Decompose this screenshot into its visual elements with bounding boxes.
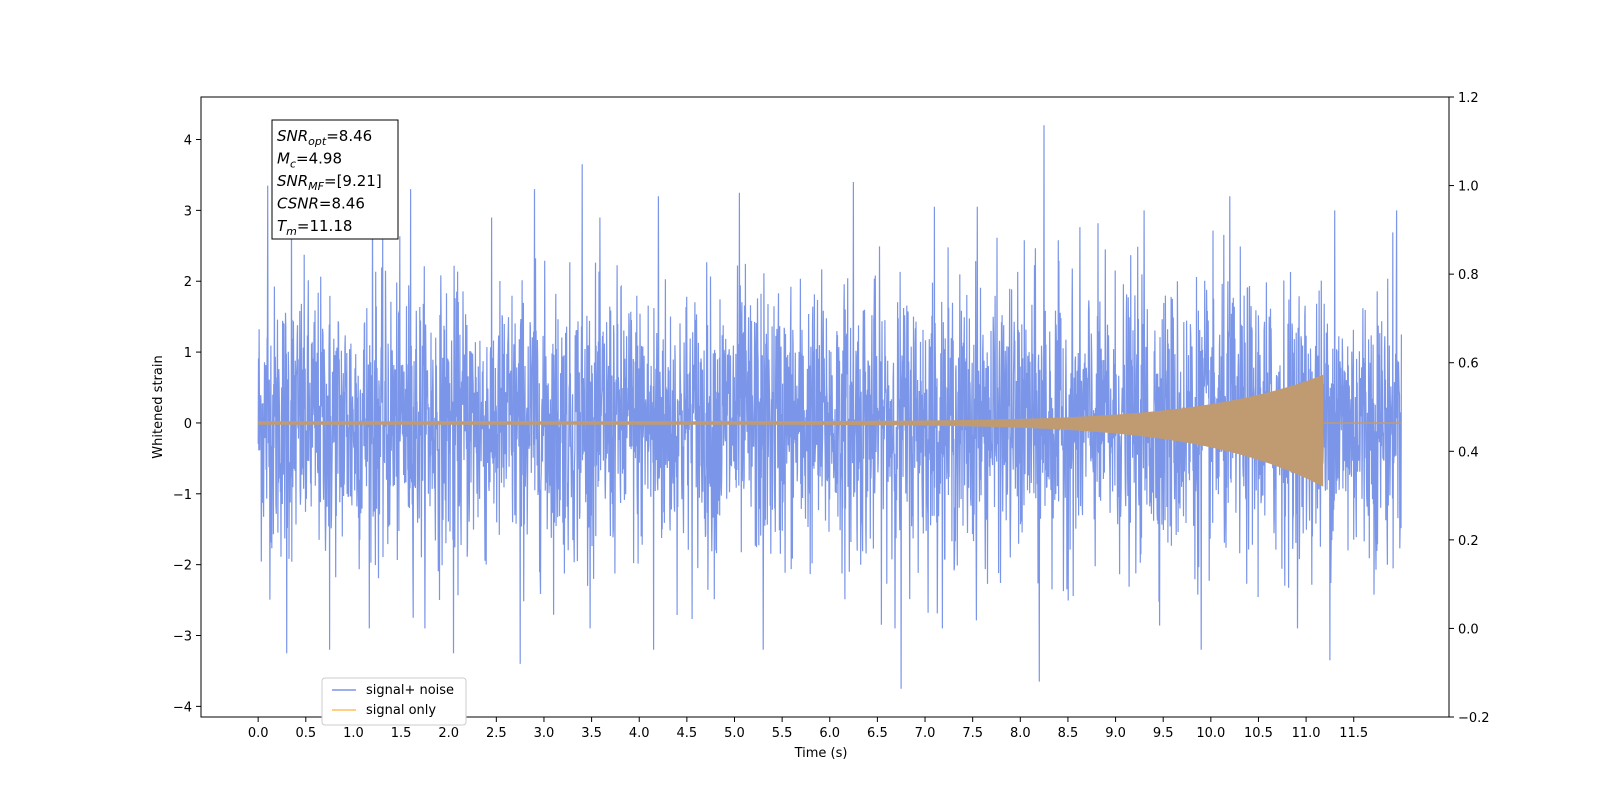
x-tick-label: 2.5	[486, 726, 507, 741]
x-tick-label: 9.0	[1105, 726, 1126, 741]
x-tick-label: 5.5	[772, 726, 793, 741]
y-tick-label: −3	[173, 630, 192, 645]
y-tick-label: 0	[184, 417, 192, 432]
y-tick-label: 3	[184, 204, 192, 219]
x-tick-label: 7.0	[915, 726, 936, 741]
y-axis-label: Whitened strain	[151, 355, 166, 458]
plot-frame	[200, 96, 1450, 718]
y2-tick-label: 1.0	[1458, 180, 1479, 195]
plot-area	[257, 125, 1402, 689]
x-tick-label: 1.0	[343, 726, 364, 741]
y-axis-right: 1.2 1.0 0.8 0.6 0.4 0.2 0.0 −0.2	[1449, 91, 1490, 726]
y-tick-label: 2	[184, 275, 192, 290]
x-tick-label: 10.5	[1244, 726, 1273, 741]
x-axis-label: Time (s)	[794, 746, 848, 761]
info-line: CSNR=8.46	[277, 195, 365, 213]
x-tick-label: 0.0	[248, 726, 269, 741]
series-line-signal-noise	[257, 125, 1402, 689]
x-tick-label: 11.0	[1292, 726, 1321, 741]
x-tick-label: 8.0	[1010, 726, 1031, 741]
x-axis: 0.0 0.5 1.0 1.5 2.0 2.5 3.0 3.5 4.0 4.5 5.0 5.5 6.0 6…	[248, 717, 1368, 741]
x-tick-label: 11.5	[1339, 726, 1368, 741]
y2-tick-label: 0.2	[1458, 534, 1479, 549]
legend: signal+ noise signal only	[321, 677, 467, 726]
y2-tick-label: 0.4	[1458, 445, 1479, 460]
legend-label-signal-only: signal only	[366, 703, 436, 718]
y2-tick-label: 0.8	[1458, 268, 1479, 283]
series-line-signal-only	[258, 374, 1324, 487]
x-tick-label: 3.0	[534, 726, 555, 741]
y-tick-label: 4	[184, 134, 192, 149]
x-tick-label: 2.0	[438, 726, 459, 741]
y-tick-label: 1	[184, 346, 192, 361]
y-tick-label: −4	[173, 700, 192, 715]
y-tick-label: −1	[173, 488, 192, 503]
x-tick-label: 5.0	[724, 726, 745, 741]
y-tick-label: −2	[173, 559, 192, 574]
x-tick-label: 4.0	[629, 726, 650, 741]
y2-tick-label: 0.6	[1458, 357, 1479, 372]
x-tick-label: 6.0	[819, 726, 840, 741]
y-axis-left: 4 3 2 1 0 −1 −2 −3 −4	[173, 134, 201, 715]
x-tick-label: 4.5	[677, 726, 698, 741]
y2-tick-label: 0.0	[1458, 622, 1479, 637]
info-line: SNRopt=8.46	[277, 127, 372, 148]
x-tick-label: 1.5	[391, 726, 412, 741]
x-tick-label: 9.5	[1153, 726, 1174, 741]
info-line: SNRMF=[9.21]	[277, 172, 382, 193]
x-tick-label: 8.5	[1058, 726, 1079, 741]
y2-tick-label: −0.2	[1458, 711, 1490, 726]
legend-label-signal-noise: signal+ noise	[366, 683, 454, 698]
info-line: Tm=11.18	[277, 217, 352, 238]
x-tick-label: 7.5	[962, 726, 983, 741]
x-tick-label: 0.5	[295, 726, 316, 741]
y2-tick-label: 1.2	[1458, 91, 1479, 106]
x-tick-label: 3.5	[581, 726, 602, 741]
x-tick-label: 10.0	[1196, 726, 1225, 741]
x-tick-label: 6.5	[867, 726, 888, 741]
info-line: Mc=4.98	[277, 150, 342, 171]
